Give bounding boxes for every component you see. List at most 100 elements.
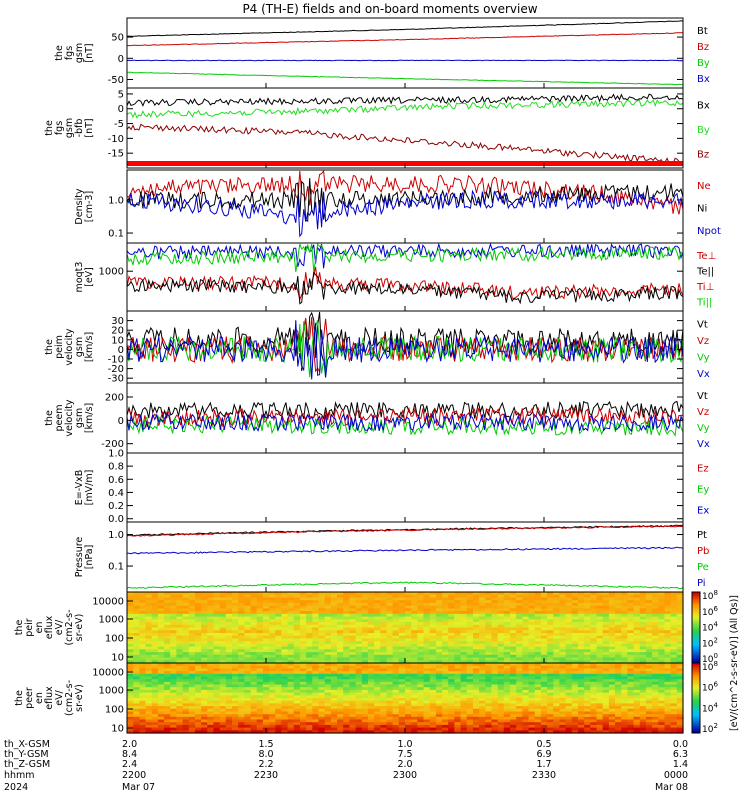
peer-cell	[386, 727, 394, 731]
peir-cell	[479, 660, 486, 664]
peer-cell	[275, 673, 283, 678]
peir-cell	[355, 619, 363, 623]
peir-cell	[411, 641, 418, 645]
peer-cell	[615, 703, 622, 707]
peer-cell	[306, 706, 313, 710]
peer-cell	[170, 692, 177, 696]
peir-cell	[510, 660, 517, 664]
peer-cell	[553, 719, 561, 723]
peir-cell	[275, 630, 283, 634]
peir-cell	[559, 624, 567, 629]
peer-cell	[627, 689, 635, 694]
peir-cell	[652, 627, 659, 631]
peir-cell	[139, 643, 147, 648]
peer-cell	[448, 671, 455, 675]
peer-cell	[195, 716, 202, 721]
peir-cell	[510, 643, 517, 648]
peer-cell	[398, 684, 406, 688]
pressure-ylabel-line: Pressure	[74, 537, 85, 578]
peir-cell	[423, 613, 431, 618]
peer-cell	[176, 724, 184, 729]
peir-cell	[497, 611, 505, 615]
peer-cell	[497, 673, 505, 678]
peer-cell	[639, 673, 647, 678]
peer-cell	[306, 722, 313, 726]
peir-ylabel-line: eflux	[44, 615, 55, 639]
peir-cell	[324, 602, 332, 607]
peir-cell	[145, 608, 153, 612]
peer-cell	[559, 703, 567, 707]
peir-cell	[559, 594, 567, 598]
peer-cell	[201, 711, 208, 715]
peir-cell	[300, 633, 307, 637]
peer-cell	[392, 671, 400, 675]
peer-cell	[250, 716, 258, 721]
peer-cell	[386, 700, 394, 704]
peer-cell	[306, 679, 313, 683]
peer-cell	[207, 722, 215, 726]
peir-cell	[621, 633, 628, 637]
peir-cell	[293, 600, 301, 604]
peer-cell	[633, 706, 641, 710]
peer-cell	[479, 687, 486, 691]
peir-cell	[590, 654, 598, 659]
peir-cell	[435, 643, 443, 648]
peir-cell	[139, 654, 147, 659]
peir-cell	[318, 613, 326, 618]
peer-cell	[503, 684, 511, 688]
peer-cell	[633, 727, 641, 731]
peir-cell	[207, 602, 215, 607]
peir-cell	[497, 622, 505, 626]
peer-cell	[639, 706, 647, 710]
peer-cell	[621, 695, 628, 699]
peir-cell	[565, 641, 573, 645]
peer-cell	[528, 724, 536, 729]
peir-cell	[287, 611, 295, 615]
peir-cell	[423, 622, 431, 626]
peir-cell	[534, 638, 542, 642]
peir-cell	[645, 611, 653, 615]
peer-cell	[670, 722, 678, 726]
peir-cell	[540, 627, 548, 631]
peir-cell	[565, 649, 573, 653]
peir-cell	[571, 643, 579, 648]
peir-cell	[454, 643, 462, 648]
peir-cell	[355, 622, 363, 626]
peer-cell	[244, 679, 252, 683]
peir-cell	[312, 657, 320, 661]
peer-cell	[645, 671, 653, 675]
peir-cell	[207, 657, 215, 661]
peir-cell	[392, 592, 400, 596]
peer-cell	[188, 714, 196, 718]
peir-cell	[139, 613, 147, 618]
peer-cell	[417, 663, 425, 667]
peer-cell	[398, 714, 406, 718]
peir-cell	[250, 613, 258, 618]
peir-cell	[269, 630, 276, 634]
peir-cell	[355, 611, 363, 615]
peir-cell	[349, 654, 357, 659]
peir-cell	[442, 635, 449, 639]
peir-cell	[182, 608, 190, 612]
peir-cell	[485, 597, 493, 601]
peir-cell	[127, 633, 134, 637]
peir-cell	[571, 633, 579, 637]
peir-cell	[374, 643, 381, 648]
peir-cell	[423, 627, 431, 631]
peer-cell	[355, 676, 363, 680]
peer-cell	[145, 689, 153, 694]
peer-cell	[429, 695, 437, 699]
peer-cell	[269, 703, 276, 707]
peer-cell	[578, 724, 585, 729]
peer-cell	[232, 671, 239, 675]
peer-cell	[479, 679, 486, 683]
peer-cell	[522, 673, 530, 678]
peir-cell	[639, 654, 647, 659]
peir-cell	[133, 624, 140, 629]
peer-cell	[207, 681, 215, 686]
peer-cell	[578, 692, 585, 696]
peer-cell	[497, 695, 505, 699]
peer-cell	[510, 724, 517, 729]
peer-cell	[256, 689, 264, 694]
peer-cell	[485, 668, 493, 672]
